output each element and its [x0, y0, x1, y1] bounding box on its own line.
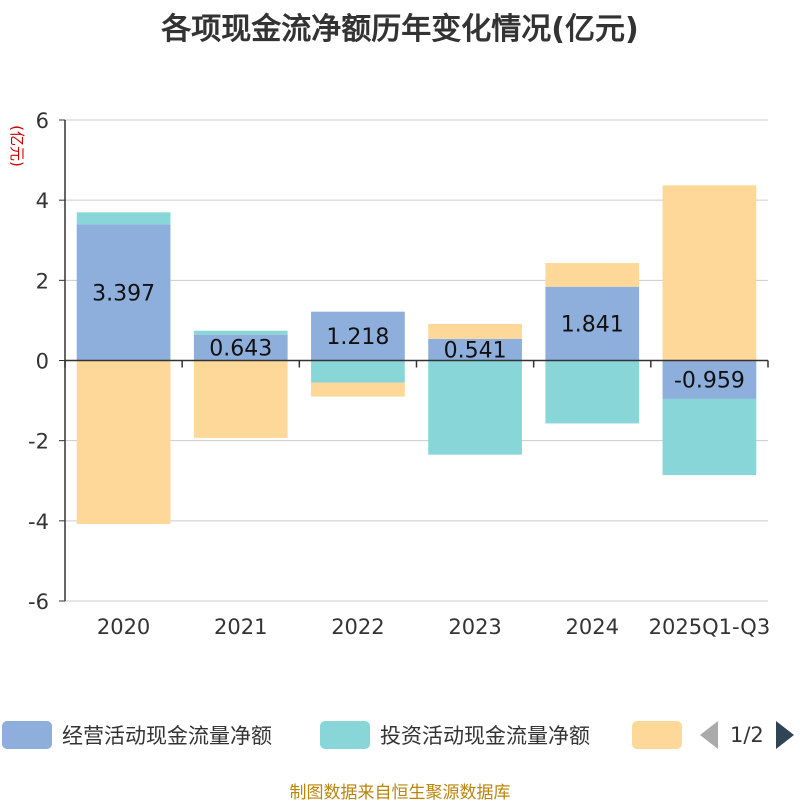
- bar-2020-series-1: [76, 212, 171, 225]
- x-tick-label: 2021: [214, 615, 267, 639]
- y-tick-label: 0: [36, 350, 49, 374]
- bar-2020-series-0: [76, 224, 171, 361]
- y-axis-unit-label: (亿元): [8, 125, 26, 167]
- bar-2023-series-2: [428, 323, 522, 339]
- data-label: 1.841: [561, 313, 624, 338]
- legend-label-investing: 投资活动现金流量净额: [380, 724, 590, 748]
- legend-swatch-financing: [632, 721, 682, 749]
- y-tick-label: -6: [28, 590, 49, 614]
- bar-2024-series-0: [545, 286, 640, 361]
- bar-2022-series-2: [311, 382, 405, 397]
- legend: 经营活动现金流量净额 投资活动现金流量净额 1/2: [0, 716, 800, 754]
- data-label: 3.397: [92, 281, 155, 306]
- data-source-note: 制图数据来自恒生聚源数据库: [289, 783, 511, 803]
- bar-2021-series-2: [193, 360, 288, 438]
- data-label: -0.959: [674, 369, 745, 394]
- bar-2021-series-1: [193, 330, 288, 335]
- y-tick-label: 6: [36, 109, 49, 133]
- bar-2024-series-1: [545, 360, 640, 424]
- y-tick-label: -2: [28, 430, 49, 454]
- bar-2024-series-2: [545, 263, 640, 287]
- x-tick-label: 2023: [448, 615, 501, 639]
- legend-pager: 1/2: [700, 716, 794, 754]
- data-label: 0.541: [444, 339, 507, 364]
- chart-title: 各项现金流净额历年变化情况(亿元): [161, 12, 639, 47]
- y-tick-label: 2: [36, 269, 49, 293]
- legend-page-indicator: 1/2: [730, 723, 764, 747]
- bar-2021-series-0: [193, 334, 288, 361]
- x-tick-label: 2020: [97, 615, 150, 639]
- bar-2022-series-1: [311, 360, 405, 383]
- bar-2025Q1-Q3-series-1: [662, 398, 757, 476]
- stacked-bar-chart: (亿元) 6 4 2 0 -2 -4 -6 2020 2021 2022 2023 2024 2025Q1…: [8, 109, 771, 639]
- data-label: 1.218: [326, 325, 389, 350]
- legend-prev-page-icon[interactable]: [700, 721, 718, 749]
- bar-2025Q1-Q3-series-2: [662, 185, 757, 361]
- data-label: 0.643: [209, 337, 272, 362]
- bar-2025Q1-Q3-series-0: [662, 360, 757, 399]
- legend-item-investing[interactable]: 投资活动现金流量净额: [320, 716, 590, 754]
- y-tick-label: 4: [36, 189, 49, 213]
- bar-2022-series-0: [311, 311, 405, 361]
- bar-2023-series-1: [428, 360, 522, 455]
- legend-swatch-investing: [320, 721, 370, 749]
- bar-2020-series-2: [76, 360, 171, 525]
- bar-2023-series-0: [428, 338, 522, 361]
- x-tick-label: 2022: [331, 615, 384, 639]
- x-tick-label: 2024: [566, 615, 619, 639]
- legend-swatch-operating: [2, 721, 52, 749]
- legend-label-operating: 经营活动现金流量净额: [62, 724, 272, 748]
- legend-item-financing[interactable]: [632, 716, 682, 754]
- legend-next-page-icon[interactable]: [775, 721, 794, 749]
- x-tick-label: 2025Q1-Q3: [649, 615, 771, 639]
- y-tick-label: -4: [28, 510, 49, 534]
- legend-item-operating[interactable]: 经营活动现金流量净额: [2, 716, 272, 754]
